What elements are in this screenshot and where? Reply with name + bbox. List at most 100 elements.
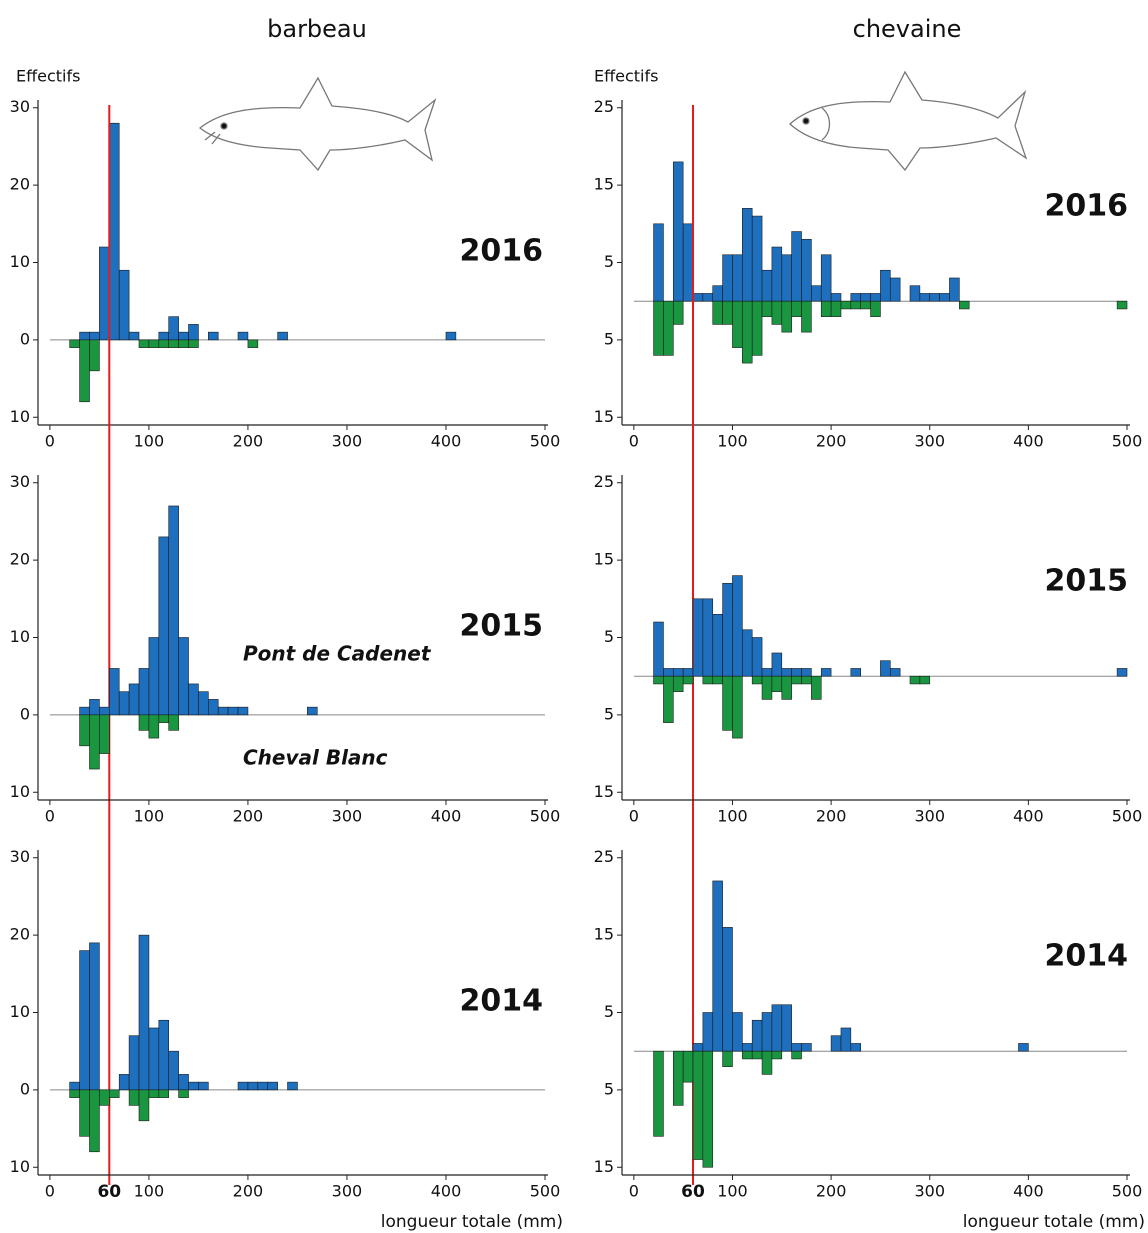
bar bbox=[723, 927, 733, 1051]
bar bbox=[752, 1051, 762, 1059]
bar bbox=[693, 293, 703, 301]
bar bbox=[880, 661, 890, 676]
bar bbox=[752, 301, 762, 355]
bar bbox=[910, 676, 920, 684]
x-tick-label: 500 bbox=[530, 432, 561, 451]
bar bbox=[1117, 668, 1127, 676]
bar bbox=[307, 707, 317, 715]
x-tick-label: 0 bbox=[45, 1182, 55, 1201]
bar bbox=[654, 224, 664, 301]
reference-label: 60 bbox=[681, 1182, 705, 1202]
y-tick-label: 15 bbox=[594, 925, 614, 944]
bar bbox=[208, 699, 218, 714]
x-tick-label: 500 bbox=[530, 807, 561, 826]
bar bbox=[673, 162, 683, 301]
bar bbox=[683, 224, 693, 301]
bar bbox=[139, 1090, 149, 1121]
x-tick-label: 100 bbox=[134, 807, 165, 826]
bar bbox=[198, 1082, 208, 1090]
bar bbox=[772, 1051, 782, 1059]
bar bbox=[693, 1043, 703, 1051]
x-tick-label: 200 bbox=[816, 807, 847, 826]
bar bbox=[683, 668, 693, 676]
bar bbox=[762, 301, 772, 316]
bar bbox=[762, 1013, 772, 1052]
y-tick-label: 5 bbox=[604, 252, 614, 271]
bar bbox=[831, 301, 841, 316]
bar bbox=[772, 1005, 782, 1051]
bar bbox=[179, 1074, 189, 1089]
bar bbox=[169, 317, 179, 340]
bar bbox=[742, 1051, 752, 1059]
column-title: barbeau bbox=[267, 15, 367, 43]
x-tick-label: 400 bbox=[1013, 1182, 1044, 1201]
bar bbox=[208, 332, 218, 340]
bar bbox=[1117, 301, 1127, 309]
fish-drawing bbox=[200, 78, 435, 170]
bar bbox=[654, 1051, 664, 1136]
bar bbox=[119, 1074, 129, 1089]
panel-year: 2016 bbox=[1045, 189, 1129, 224]
bar bbox=[179, 1090, 189, 1098]
bar bbox=[732, 255, 742, 301]
bar bbox=[841, 301, 851, 309]
y-tick-label: 15 bbox=[594, 175, 614, 194]
bar bbox=[831, 1036, 841, 1051]
y-tick-label: 10 bbox=[10, 407, 30, 426]
bar bbox=[772, 653, 782, 676]
bar bbox=[80, 951, 90, 1090]
x-tick-label: 0 bbox=[629, 1182, 639, 1201]
bar bbox=[703, 599, 713, 676]
bar bbox=[890, 278, 900, 301]
bar bbox=[139, 340, 149, 348]
y-tick-label: 30 bbox=[10, 97, 30, 116]
bar bbox=[159, 1090, 169, 1098]
bar bbox=[673, 676, 683, 691]
bar bbox=[811, 676, 821, 699]
bar bbox=[654, 301, 664, 355]
bar bbox=[723, 676, 733, 730]
bar bbox=[861, 293, 871, 301]
bar bbox=[792, 676, 802, 684]
bar bbox=[129, 1036, 139, 1090]
bar bbox=[109, 1090, 119, 1098]
bar bbox=[920, 293, 930, 301]
bar bbox=[1019, 1043, 1029, 1051]
bar bbox=[802, 301, 812, 332]
bar bbox=[802, 1043, 812, 1051]
bar bbox=[703, 293, 713, 301]
bar bbox=[792, 1051, 802, 1059]
bar bbox=[159, 332, 169, 340]
bar bbox=[683, 1051, 693, 1082]
bar bbox=[70, 340, 80, 348]
bar bbox=[89, 1090, 99, 1152]
y-tick-label: 10 bbox=[10, 1002, 30, 1021]
bar bbox=[851, 668, 861, 676]
bar bbox=[99, 247, 109, 340]
bar bbox=[268, 1082, 278, 1090]
bar bbox=[109, 123, 119, 340]
bar bbox=[802, 239, 812, 301]
bar bbox=[89, 699, 99, 714]
bar bbox=[139, 715, 149, 730]
bar bbox=[821, 255, 831, 301]
bar bbox=[782, 255, 792, 301]
panel-year: 2015 bbox=[460, 609, 544, 644]
y-tick-label: 20 bbox=[10, 550, 30, 569]
x-tick-label: 100 bbox=[717, 807, 748, 826]
bar bbox=[752, 676, 762, 684]
x-tick-label: 0 bbox=[45, 432, 55, 451]
bar bbox=[703, 1051, 713, 1167]
y-axis-label: Effectifs bbox=[16, 67, 80, 86]
panel-year: 2014 bbox=[1045, 939, 1129, 974]
y-tick-label: 5 bbox=[604, 1079, 614, 1098]
bar bbox=[663, 676, 673, 722]
bar bbox=[89, 943, 99, 1090]
bar bbox=[99, 1090, 109, 1105]
bar bbox=[179, 638, 189, 715]
bar bbox=[732, 1013, 742, 1052]
y-tick-label: 25 bbox=[594, 472, 614, 491]
bar bbox=[258, 1082, 268, 1090]
bar bbox=[713, 301, 723, 324]
x-tick-label: 300 bbox=[914, 807, 945, 826]
